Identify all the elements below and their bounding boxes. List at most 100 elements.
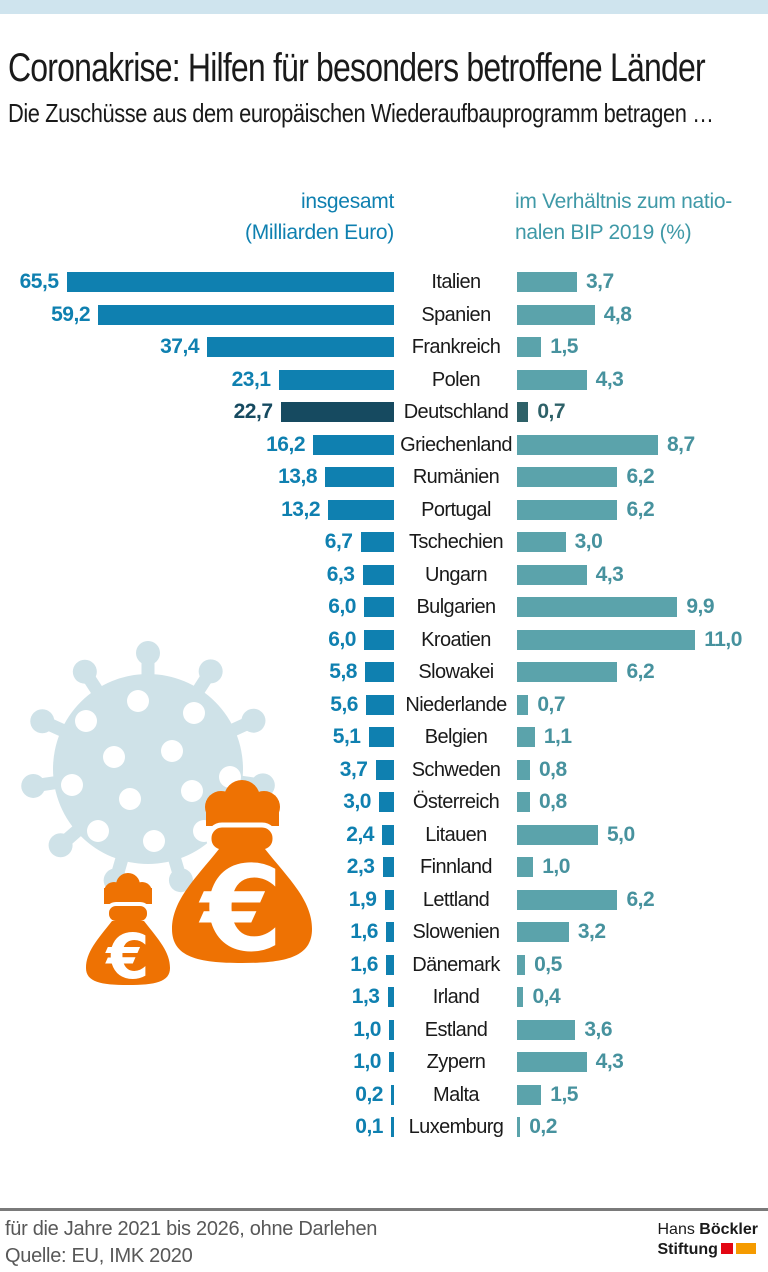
country-label: Niederlande [405, 693, 507, 716]
right-value: 4,8 [603, 302, 632, 326]
left-value: 22,7 [233, 400, 273, 423]
right-bar [517, 662, 618, 682]
corona-money-illustration: € € [21, 641, 312, 993]
left-bar [328, 499, 394, 520]
chart-row: 1,0 Zypern 4,3 [0, 1050, 768, 1073]
top-accent-strip [0, 0, 768, 14]
country-label: Rumänien [412, 466, 500, 488]
left-column-header: insgesamt (Milliarden Euro) [245, 186, 394, 248]
right-bar [517, 467, 618, 487]
right-bar [517, 499, 618, 520]
country-label: Spanien [421, 303, 491, 326]
right-bar [517, 629, 696, 650]
right-value: 8,7 [666, 432, 695, 456]
right-bar [517, 1052, 587, 1072]
coronavirus-icon [21, 641, 275, 893]
chart-row: 5,1 Belgien 1,1 [0, 726, 768, 748]
left-value: 3,7 [339, 757, 368, 781]
right-bar [517, 954, 526, 975]
country-label: Finnland [420, 856, 493, 878]
chart-row: 0,1 Luxemburg 0,2 [0, 1115, 768, 1138]
left-value: 6,3 [326, 562, 355, 586]
right-value: 1,5 [550, 335, 578, 358]
right-header-line2: nalen BIP 2019 (%) [515, 221, 692, 244]
country-label: Frankreich [411, 336, 501, 358]
country-label: Deutschland [403, 401, 509, 423]
left-bar [325, 467, 394, 487]
chart-row: 59,2 Spanien 4,8 [0, 302, 768, 326]
chart-row: 6,3 Ungarn 4,3 [0, 562, 768, 586]
right-value: 0,7 [537, 400, 566, 423]
left-value: 23,1 [231, 367, 271, 391]
right-value: 4,3 [595, 562, 624, 586]
chart-row: 1,6 Slowenien 3,2 [0, 920, 768, 943]
left-value: 13,8 [278, 465, 317, 488]
country-label: Litauen [425, 823, 487, 846]
left-bar [389, 1019, 394, 1040]
money-bag-small-icon: € [86, 873, 170, 993]
left-value: 0,1 [355, 1115, 383, 1138]
footnote-source: Quelle: EU, IMK 2020 [5, 1245, 193, 1267]
left-bar [386, 954, 394, 975]
right-bar [517, 532, 566, 552]
right-value: 3,0 [574, 530, 603, 553]
chart-row: 1,0 Estland 3,6 [0, 1017, 768, 1041]
chart-row: 2,3 Finnland 1,0 [0, 856, 768, 878]
logo-line2: Stiftung [657, 1240, 758, 1260]
right-value: 3,6 [584, 1017, 613, 1041]
left-value: 1,0 [353, 1050, 381, 1073]
chart-row: 5,8 Slowakei 6,2 [0, 660, 768, 683]
right-bar [517, 1019, 576, 1040]
left-bar [66, 272, 394, 292]
footnote-years: für die Jahre 2021 bis 2026, ohne Darleh… [5, 1218, 378, 1240]
country-label: Belgien [424, 726, 488, 748]
left-value: 6,0 [328, 627, 356, 651]
right-bar [517, 1084, 542, 1105]
left-value: 1,0 [353, 1017, 381, 1041]
right-bar [517, 597, 678, 617]
logo-red-square [720, 1243, 733, 1254]
country-label: Luxemburg [408, 1116, 504, 1138]
chart-row: 6,0 Kroatien 11,0 [0, 627, 768, 651]
country-label: Malta [433, 1083, 480, 1106]
right-bar [517, 889, 618, 910]
right-bar [517, 987, 524, 1007]
right-value: 6,2 [626, 660, 655, 683]
left-bar [364, 629, 394, 650]
country-label: Italien [431, 271, 481, 293]
country-label: Portugal [421, 498, 491, 521]
right-value: 0,4 [532, 985, 561, 1008]
right-bar [517, 824, 598, 845]
chart-row: 1,6 Dänemark 0,5 [0, 952, 768, 976]
left-value: 6,7 [324, 530, 353, 553]
logo-orange-square [735, 1243, 756, 1254]
right-value: 0,7 [537, 692, 566, 716]
right-bar [517, 304, 595, 325]
chart-row: 23,1 Polen 4,3 [0, 367, 768, 391]
country-label: Zypern [426, 1051, 486, 1073]
right-bar [517, 272, 577, 292]
right-value: 0,2 [529, 1115, 557, 1138]
left-bar [389, 1052, 394, 1072]
chart-row: 13,2 Portugal 6,2 [0, 498, 768, 521]
country-label: Estland [424, 1018, 488, 1041]
right-value: 0,5 [534, 952, 562, 976]
right-value: 6,2 [626, 465, 655, 488]
left-bar [384, 889, 394, 910]
left-bar [280, 402, 394, 422]
right-bar [517, 727, 535, 747]
left-bar [313, 434, 394, 455]
right-value: 0,8 [538, 790, 567, 813]
left-bar [375, 759, 394, 780]
chart-row: 13,8 Rumänien 6,2 [0, 465, 768, 488]
right-bar [517, 564, 587, 585]
left-header-line1: insgesamt [300, 190, 394, 213]
country-label: Griechenland [400, 433, 512, 456]
left-value: 1,9 [348, 887, 377, 911]
footer-divider [0, 1208, 768, 1211]
country-label: Irland [432, 986, 480, 1008]
left-bar [366, 694, 394, 715]
left-value: 1,6 [350, 920, 378, 943]
right-value: 1,5 [550, 1082, 578, 1106]
